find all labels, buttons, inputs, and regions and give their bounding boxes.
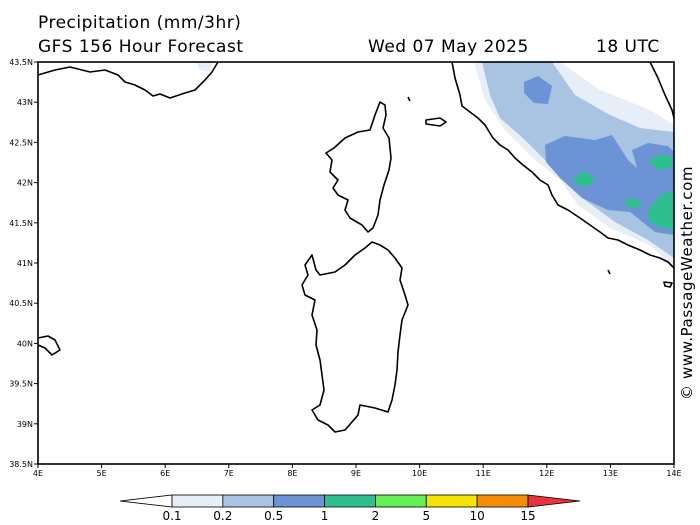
- lon-label: 11E: [476, 469, 491, 478]
- island-sardinia: [301, 241, 409, 433]
- lat-label: 39N: [17, 420, 33, 429]
- latitude-axis: 43.5N 43N 42.5N 42N 41.5N 41N 40.5N 40N 39.5N 39N…: [9, 58, 38, 469]
- scale-label: 15: [520, 509, 535, 523]
- scale-color-box: [222, 494, 275, 508]
- lon-label: 4E: [33, 469, 43, 478]
- coastlines: [37, 61, 675, 433]
- lat-label: 39.5N: [9, 380, 33, 389]
- scale-color-box: [273, 494, 325, 508]
- coast-france: [37, 61, 219, 99]
- scale-label: 5: [422, 509, 430, 523]
- passageweather-watermark: © www.PassageWeather.com: [678, 165, 696, 400]
- scale-color-box: [375, 494, 427, 508]
- lon-label: 12E: [539, 469, 554, 478]
- lat-label: 43N: [17, 98, 33, 107]
- precip-area-mid-north: [524, 76, 552, 104]
- precip-area-mid: [545, 135, 674, 235]
- scale-label: 2: [372, 509, 380, 523]
- island-ponza: [663, 281, 673, 288]
- scale-label: 0.2: [213, 509, 232, 523]
- precipitation-areas: [196, 62, 674, 268]
- lat-label: 41N: [17, 259, 33, 268]
- scale-color-box: [324, 494, 376, 508]
- lon-label: 7E: [224, 469, 234, 478]
- island-corsica: [325, 101, 392, 233]
- island-elba: [425, 117, 447, 127]
- lon-label: 8E: [287, 469, 297, 478]
- forecast-time: 18 UTC: [596, 37, 660, 57]
- precip-area-high-2: [649, 154, 672, 170]
- scale-label: 1: [321, 509, 329, 523]
- forecast-subtitle: GFS 156 Hour Forecast: [38, 37, 244, 57]
- lon-label: 13E: [603, 469, 618, 478]
- lat-label: 38.5N: [9, 460, 33, 469]
- coast-italy-north: [451, 61, 675, 269]
- coast-italy-east: [649, 61, 675, 119]
- precip-area-high-1: [573, 171, 594, 186]
- precipitation-color-scale: 0.1 0.2 0.5 1 2 5 10 15: [119, 494, 581, 523]
- coast-menorca: [37, 335, 61, 356]
- map-title: Precipitation (mm/3hr): [38, 13, 242, 33]
- island-capraia: [407, 96, 411, 102]
- lon-label: 14E: [666, 469, 681, 478]
- scale-label: 0.1: [162, 509, 181, 523]
- longitude-axis: 4E 5E 6E 7E 8E 9E 10E 11E 12E 13E 14E: [33, 464, 682, 478]
- lon-label: 6E: [160, 469, 170, 478]
- scale-color-box: [425, 494, 478, 508]
- lat-label: 41.5N: [9, 219, 33, 228]
- lon-label: 10E: [412, 469, 427, 478]
- lon-label: 5E: [97, 469, 107, 478]
- lat-label: 42.5N: [9, 138, 33, 147]
- lat-label: 40N: [17, 339, 33, 348]
- lat-label: 40.5N: [9, 299, 33, 308]
- lat-label: 42N: [17, 179, 33, 188]
- precip-area-high-4: [648, 190, 674, 230]
- precip-area-high-3: [622, 197, 643, 209]
- scale-color-box: [171, 494, 224, 508]
- precip-area-light-nw: [196, 62, 214, 72]
- scale-label: 0.5: [264, 509, 283, 523]
- forecast-date: Wed 07 May 2025: [368, 37, 529, 57]
- lat-label: 43.5N: [9, 58, 33, 67]
- lon-label: 9E: [351, 469, 361, 478]
- scale-min-arrow: [119, 494, 173, 508]
- scale-label: 10: [470, 509, 485, 523]
- scale-color-box: [476, 494, 529, 508]
- scale-max-arrow: [527, 494, 581, 508]
- island-giglio: [607, 269, 611, 275]
